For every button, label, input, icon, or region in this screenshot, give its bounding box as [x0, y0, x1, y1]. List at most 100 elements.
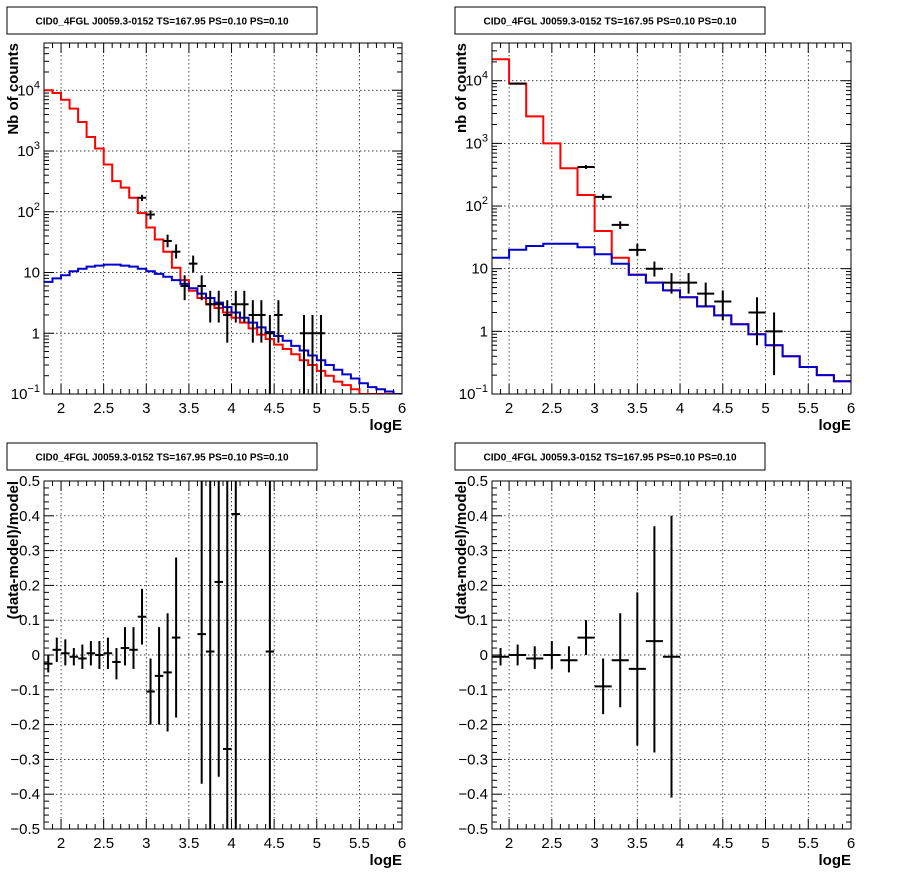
data-point — [611, 221, 629, 229]
y-tick-label: −0.2 — [10, 717, 40, 734]
data-point — [645, 526, 663, 753]
data-point — [120, 627, 130, 666]
x-tick-label: 3 — [142, 835, 150, 852]
x-tick-label: 3 — [590, 835, 598, 852]
x-tick-label: 3.5 — [627, 835, 648, 852]
data-point — [146, 210, 155, 220]
y-tick-label: 10−1 — [11, 383, 40, 403]
y-tick-label: −0.2 — [458, 717, 488, 734]
data-points — [44, 481, 275, 829]
y-tick-label: 0 — [480, 647, 488, 664]
x-tick-label: 2.5 — [541, 835, 562, 852]
y-axis-title: (data-model)/model — [453, 481, 470, 619]
x-tick-label: 3 — [590, 400, 598, 417]
x-axis-title: logE — [370, 852, 403, 869]
chart-title: CID0_4FGL J0059.3-0152 TS=167.95 PS=0.10… — [483, 17, 736, 28]
data-point — [274, 300, 283, 343]
data-point — [594, 658, 612, 715]
data-point — [628, 243, 646, 256]
y-tick-label: −0.1 — [10, 682, 40, 699]
data-point — [171, 244, 181, 259]
data-point — [316, 314, 326, 394]
axis-ticks — [43, 42, 403, 395]
y-tick-label: −0.3 — [10, 751, 40, 768]
x-axis-title: logE — [819, 852, 852, 869]
tick-labels: 2 2.5 3 3.5 4 4.5 5 5.5 6 10−1 1 10 102 103 104 — [11, 79, 406, 417]
plot-area — [492, 58, 851, 383]
title-box — [454, 6, 766, 35]
x-axis-title: logE — [370, 417, 403, 434]
y-tick-label: 1 — [32, 325, 40, 342]
data-point — [205, 481, 215, 829]
axis-ticks — [491, 42, 852, 395]
residuals-left-panel: 2 2.5 3 3.5 4 4.5 5 5.5 6 −0.5 −0.4 −0.3 −0.2 −0.1 0 0.… — [5, 442, 406, 869]
data-point — [61, 639, 70, 666]
tick-labels: 2 2.5 3 3.5 4 4.5 5 5.5 6 −0.5 −0.4 −0.3 −0.2 −0.1 0 0.… — [10, 473, 406, 852]
chart-title: CID0_4FGL J0059.3-0152 TS=167.95 PS=0.10… — [35, 17, 288, 28]
y-tick-label: 0.4 — [467, 508, 488, 525]
data-point — [52, 637, 62, 662]
data-points — [509, 82, 783, 376]
data-point — [154, 627, 164, 725]
data-point — [662, 273, 681, 294]
plot-frame — [491, 480, 852, 830]
y-tick-label: 0.4 — [19, 508, 40, 525]
plot-frame — [491, 42, 852, 395]
grid-lines — [492, 43, 851, 394]
x-tick-label: 4.5 — [712, 400, 733, 417]
y-tick-label: −0.5 — [10, 821, 40, 838]
data-point — [163, 613, 172, 732]
x-tick-label: 2.5 — [541, 400, 562, 417]
title-box — [6, 442, 318, 471]
x-tick-label: 4 — [676, 400, 684, 417]
x-tick-label: 6 — [398, 835, 406, 852]
counts-right-panel: 2 2.5 3 3.5 4 4.5 5 5.5 6 10−1 1 10 102 103 104 logE nb … — [453, 6, 855, 434]
x-tick-label: 5.5 — [349, 400, 370, 417]
data-point — [577, 620, 595, 655]
x-tick-label: 3.5 — [178, 400, 199, 417]
x-tick-label: 4.5 — [712, 835, 733, 852]
y-tick-label: 104 — [465, 70, 488, 90]
x-tick-label: 6 — [847, 400, 855, 417]
y-tick-label: 0.3 — [19, 543, 40, 560]
data-point — [714, 290, 732, 321]
data-point — [44, 655, 53, 673]
x-tick-label: 6 — [398, 400, 406, 417]
total-model-histogram — [44, 89, 402, 394]
data-point — [543, 641, 561, 669]
y-tick-label: 0 — [32, 647, 40, 664]
y-tick-label: 0.2 — [467, 577, 488, 594]
y-axis-title: nb of counts — [453, 43, 470, 133]
data-point — [103, 637, 113, 669]
tick-labels: 2 2.5 3 3.5 4 4.5 5 5.5 6 10−1 1 10 102 103 104 — [459, 70, 855, 417]
x-tick-label: 5 — [313, 835, 321, 852]
data-point — [180, 275, 189, 301]
data-point — [748, 297, 766, 346]
grid-lines — [44, 43, 402, 394]
data-point — [308, 314, 317, 394]
x-tick-label: 2 — [505, 835, 513, 852]
x-tick-label: 5.5 — [798, 835, 819, 852]
data-point — [197, 481, 206, 784]
data-point — [257, 300, 266, 343]
x-tick-label: 5.5 — [798, 400, 819, 417]
title-box — [454, 442, 766, 471]
y-tick-label: 0.5 — [467, 473, 488, 490]
y-axis-title: Nb of counts — [5, 43, 22, 135]
title-box — [6, 6, 318, 35]
x-axis-title: logE — [819, 417, 852, 434]
data-points — [492, 515, 681, 798]
data-point — [129, 627, 138, 669]
x-tick-label: 4 — [676, 835, 684, 852]
data-point — [594, 194, 612, 200]
residuals-right-panel: 2 2.5 3 3.5 4 4.5 5 5.5 6 −0.5 −0.4 −0.3 −0.2 −0.1 0 0.… — [453, 442, 855, 869]
y-tick-label: 0.5 — [19, 473, 40, 490]
chart-title: CID0_4FGL J0059.3-0152 TS=167.95 PS=0.10… — [483, 453, 736, 464]
y-tick-label: 102 — [17, 201, 40, 221]
plot-frame — [43, 480, 403, 830]
data-point — [697, 282, 715, 307]
data-point — [78, 644, 87, 669]
data-point — [223, 481, 232, 829]
data-point — [197, 275, 206, 301]
